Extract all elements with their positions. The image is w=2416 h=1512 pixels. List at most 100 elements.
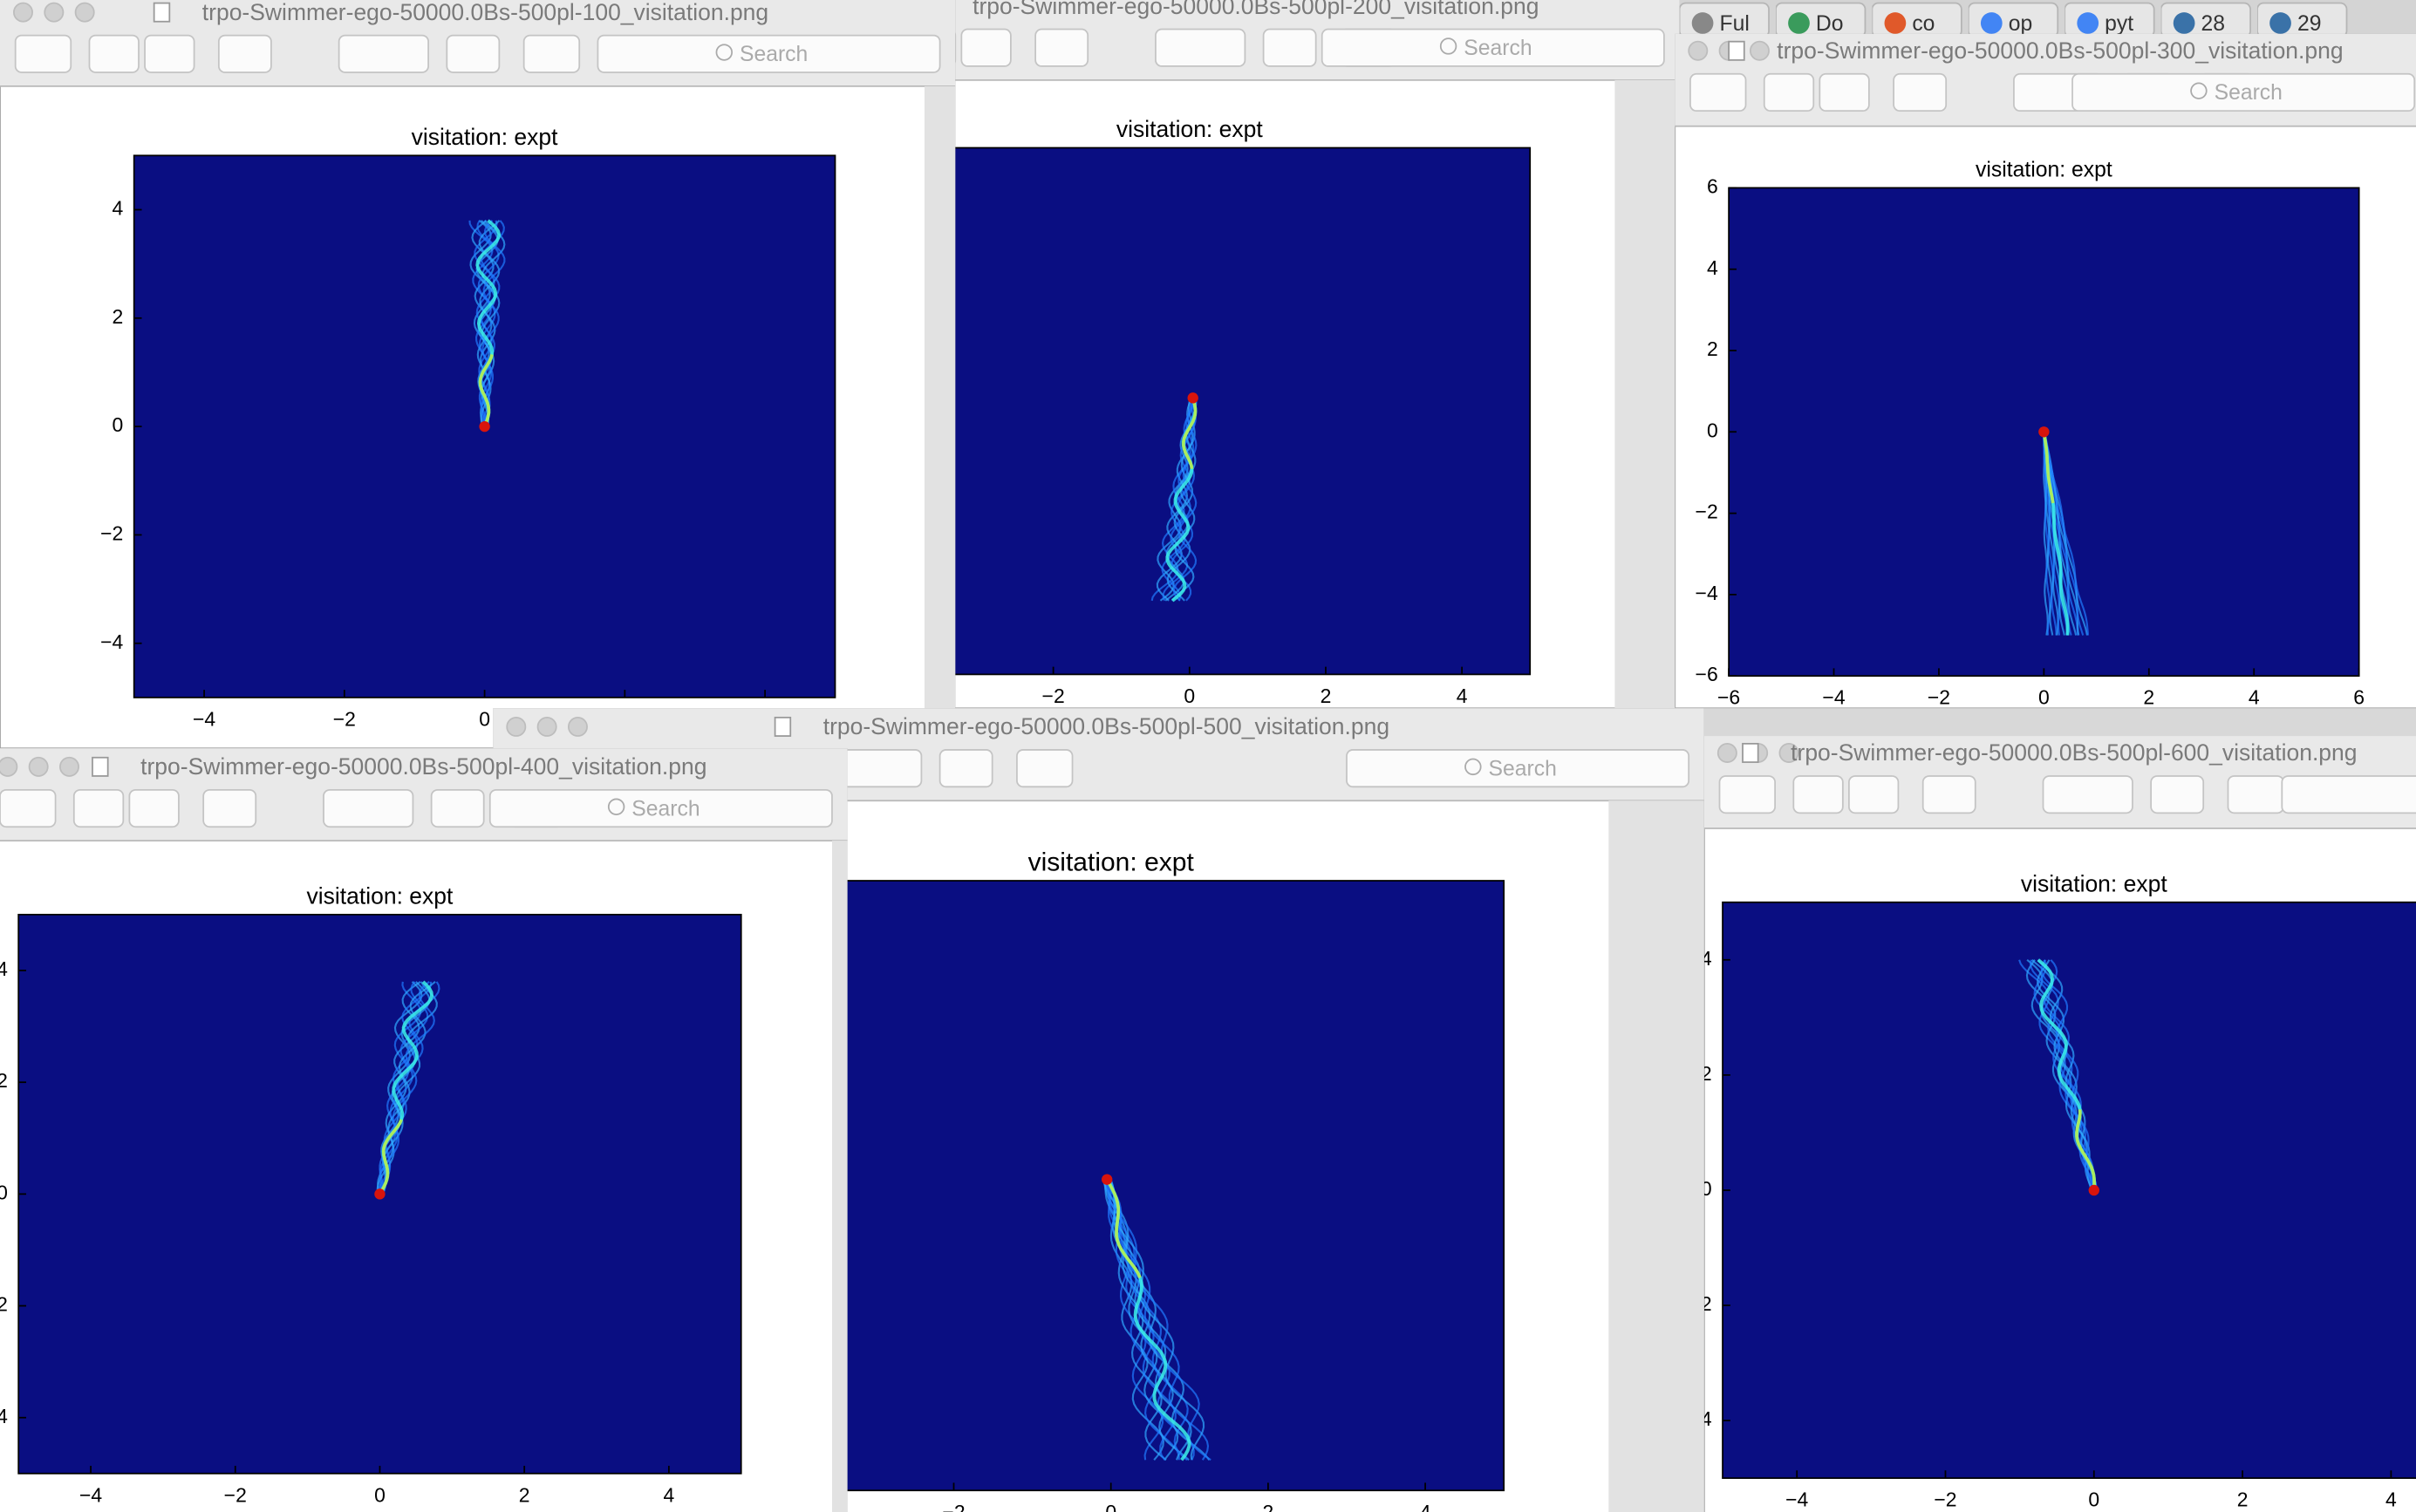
y-tick-label: 2 xyxy=(1701,1062,1712,1085)
browser-tab[interactable]: Do xyxy=(1775,2,1867,37)
window-control[interactable] xyxy=(74,2,95,23)
trail-start xyxy=(479,420,490,432)
toolbar-button[interactable] xyxy=(1893,72,1948,112)
x-tick-label: −4 xyxy=(193,707,215,730)
x-tick-label: −4 xyxy=(1822,686,1845,709)
window-control[interactable] xyxy=(567,716,588,737)
search-field[interactable] xyxy=(1321,28,1665,67)
window-control[interactable] xyxy=(13,2,33,23)
toolbar-button[interactable] xyxy=(1016,749,1074,788)
toolbar-button[interactable] xyxy=(1034,28,1089,67)
window-title: trpo-Swimmer-ego-50000.0Bs-500pl-200_vis… xyxy=(973,0,1539,19)
search-field[interactable] xyxy=(1346,749,1690,788)
search-field[interactable] xyxy=(488,788,833,828)
x-tick-label: 4 xyxy=(1420,1501,1431,1512)
trail-start xyxy=(2088,1184,2099,1196)
toolbar-button[interactable] xyxy=(88,34,140,73)
window-control[interactable] xyxy=(28,756,49,777)
plot-title: visitation: expt xyxy=(2021,870,2167,896)
toolbar-button[interactable] xyxy=(1689,72,1747,112)
toolbar-button[interactable] xyxy=(217,34,272,73)
toolbar-button[interactable] xyxy=(1262,28,1317,67)
file-icon xyxy=(774,716,792,737)
search-placeholder: Search xyxy=(1464,37,1532,60)
toolbar-button[interactable] xyxy=(202,788,257,828)
toolbar-button[interactable] xyxy=(128,788,180,828)
toolbar-button[interactable] xyxy=(1792,775,1844,814)
toolbar-button[interactable] xyxy=(1921,775,1976,814)
toolbar-button[interactable] xyxy=(1848,775,1900,814)
y-tick-label: 6 xyxy=(1707,174,1718,197)
search-field[interactable] xyxy=(2281,775,2416,814)
window-control[interactable] xyxy=(0,756,18,777)
y-tick-label: −4 xyxy=(1696,582,1718,604)
x-tick-label: 4 xyxy=(663,1483,674,1506)
tab-icon xyxy=(1884,12,1907,34)
window-control[interactable] xyxy=(44,2,65,23)
tab-icon xyxy=(1691,12,1714,34)
trail-trace xyxy=(379,981,435,1195)
toolbar-button[interactable] xyxy=(1155,28,1246,67)
window-title: trpo-Swimmer-ego-50000.0Bs-500pl-500_vis… xyxy=(823,713,1389,739)
toolbar-button[interactable] xyxy=(1763,72,1815,112)
window: trpo-Swimmer-ego-50000.0Bs-500pl-600_vis… xyxy=(1701,736,2416,1512)
toolbar-button[interactable] xyxy=(14,34,72,73)
window-control[interactable] xyxy=(536,716,557,737)
trail-trace xyxy=(376,981,436,1195)
toolbar-button[interactable] xyxy=(1718,775,1776,814)
browser-tab[interactable]: 28 xyxy=(2160,2,2251,37)
browser-tab[interactable]: Ful xyxy=(1679,2,1770,37)
x-tick-label: −6 xyxy=(1717,686,1740,709)
toolbar-button[interactable] xyxy=(2042,775,2133,814)
y-tick-label: −4 xyxy=(100,630,123,653)
search-placeholder: Search xyxy=(1489,757,1557,780)
toolbar-button[interactable] xyxy=(430,788,485,828)
y-tick-label: 4 xyxy=(0,957,8,980)
toolbar-button[interactable] xyxy=(144,34,195,73)
toolbar-button[interactable] xyxy=(522,34,581,73)
toolbar-button[interactable] xyxy=(72,788,125,828)
plot-title: visitation: expt xyxy=(1976,159,2112,182)
file-icon xyxy=(1742,742,1759,763)
toolbar-button[interactable] xyxy=(323,788,414,828)
x-tick-label: 0 xyxy=(479,707,490,730)
y-tick-label: 4 xyxy=(1707,256,1718,279)
trail-hot xyxy=(478,354,494,427)
search-icon xyxy=(1464,758,1482,776)
toolbar-button[interactable] xyxy=(1819,72,1870,112)
toolbar-button[interactable] xyxy=(338,34,429,73)
window-control[interactable] xyxy=(59,756,79,777)
y-tick-label: 2 xyxy=(0,1069,8,1092)
window-control[interactable] xyxy=(506,716,527,737)
window-control[interactable] xyxy=(1778,742,1799,763)
window-control[interactable] xyxy=(1749,40,1770,61)
browser-tab[interactable]: op xyxy=(1968,2,2059,37)
search-field[interactable] xyxy=(597,34,941,73)
window: trpo-Swimmer-ego-50000.0Bs-500pl-400_vis… xyxy=(0,748,848,1512)
search-icon xyxy=(1439,37,1457,55)
trail-trace xyxy=(1105,1179,1210,1461)
x-tick-label: 0 xyxy=(1184,684,1195,707)
toolbar-button[interactable] xyxy=(0,788,57,828)
toolbar-button[interactable] xyxy=(960,28,1012,67)
toolbar-button[interactable] xyxy=(938,749,993,788)
window-control[interactable] xyxy=(1716,742,1737,763)
tab-label: 29 xyxy=(2297,12,2322,36)
browser-tab[interactable]: co xyxy=(1872,2,1962,37)
search-field[interactable] xyxy=(2071,72,2416,112)
trail-hot xyxy=(1182,397,1198,469)
window: trpo-Swimmer-ego-50000.0Bs-500pl-200_vis… xyxy=(816,0,1680,709)
browser-tab[interactable]: pyt xyxy=(2065,2,2155,37)
toolbar-button[interactable] xyxy=(2150,775,2205,814)
tab-icon xyxy=(2077,12,2099,34)
browser-tab[interactable]: 29 xyxy=(2257,2,2348,37)
window-title: trpo-Swimmer-ego-50000.0Bs-500pl-300_vis… xyxy=(1777,37,2343,64)
y-tick-label: −4 xyxy=(0,1405,8,1427)
toolbar-button[interactable] xyxy=(2227,775,2284,814)
file-icon xyxy=(153,2,171,23)
toolbar-button[interactable] xyxy=(446,34,501,73)
window-control[interactable] xyxy=(1688,40,1709,61)
trail-trace xyxy=(1109,1179,1205,1461)
